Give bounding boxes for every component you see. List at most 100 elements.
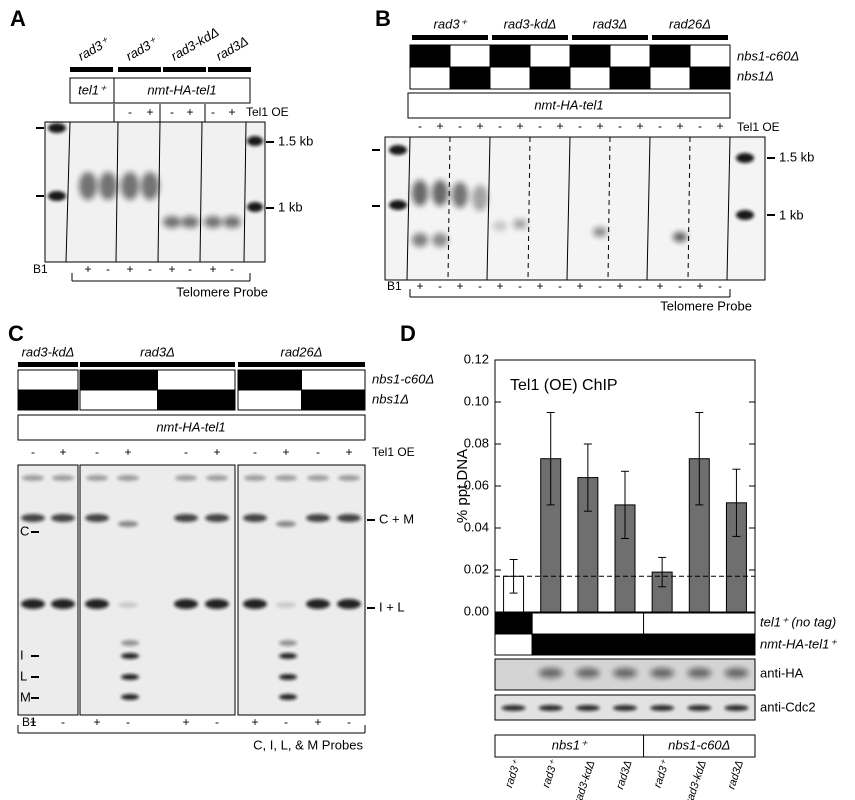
genotype-label: tel1⁺ — [78, 82, 107, 97]
strain-label: rad3Δ — [140, 344, 175, 359]
lane-divider — [726, 136, 731, 281]
gel-band — [389, 200, 407, 210]
x-tick-label: rad3⁺ — [652, 758, 672, 789]
checker-cell — [569, 66, 611, 90]
oe-sign: - — [578, 119, 582, 133]
y-tick-label: 0.02 — [464, 561, 489, 576]
genotype-label: nmt-HA-tel1 — [156, 419, 225, 434]
checker-cell — [409, 66, 451, 90]
gel-band — [276, 602, 296, 608]
lane-divider — [243, 121, 247, 263]
probe-label: Telomere Probe — [176, 284, 268, 299]
gel-band — [206, 475, 228, 481]
gel-band — [247, 136, 263, 146]
checker-cell — [609, 66, 651, 90]
oe-sign: + — [556, 119, 563, 133]
genotype-row-label: nmt-HA-tel1⁺ — [760, 636, 837, 651]
strain-label: rad26Δ — [669, 16, 711, 31]
checker-cell — [689, 66, 731, 90]
checker-cell — [17, 369, 79, 391]
lane-divider — [157, 121, 161, 263]
checker-cell — [237, 389, 302, 411]
b1-sign: - — [61, 715, 65, 729]
b1-sign: - — [478, 279, 482, 293]
strain-label: rad3⁺ — [75, 34, 112, 64]
blot-label: anti-HA — [760, 665, 804, 680]
strain-bar — [652, 35, 728, 40]
b1-sign: + — [29, 715, 36, 729]
gel-band — [472, 185, 488, 211]
oe-sign: + — [59, 445, 66, 459]
oe-sign: + — [436, 119, 443, 133]
b1-sign: - — [518, 279, 522, 293]
oe-sign: + — [476, 119, 483, 133]
b1-sign: - — [598, 279, 602, 293]
oe-label: Tel1 OE — [372, 445, 415, 459]
checker-cell — [489, 44, 531, 68]
allele-label: nbs1-c60Δ — [372, 371, 434, 386]
left-marker: I — [20, 647, 24, 662]
oe-sign: - — [538, 119, 542, 133]
oe-sign: + — [282, 445, 289, 459]
y-tick-label: 0.00 — [464, 603, 489, 618]
gel-band — [613, 668, 637, 678]
gel-band — [432, 233, 448, 247]
oe-sign: + — [676, 119, 683, 133]
strain-bar — [163, 67, 206, 72]
lane-divider — [607, 136, 611, 281]
b1-sign: - — [438, 279, 442, 293]
strain-bar — [412, 35, 488, 40]
checker-cell — [649, 44, 691, 68]
gel-band — [141, 172, 159, 200]
gel-band — [673, 232, 687, 242]
panel-label: B — [375, 6, 391, 31]
blot — [494, 658, 756, 691]
strain-bar — [70, 67, 113, 72]
b1-sign: - — [638, 279, 642, 293]
size-marker: 1.5 kb — [779, 149, 814, 164]
checker-cell — [489, 66, 531, 90]
x-tick-label: rad3⁺ — [503, 758, 523, 789]
gel-band — [48, 123, 66, 133]
oe-sign: - — [458, 119, 462, 133]
gel-band — [275, 475, 297, 481]
checker-cell — [79, 369, 158, 391]
oe-sign: + — [186, 105, 193, 119]
gel-band — [121, 674, 139, 680]
gel-band — [174, 514, 198, 522]
gel-band — [613, 705, 637, 711]
allele-label: nbs1Δ — [737, 68, 774, 83]
group-label: nbs1-c60Δ — [668, 737, 730, 752]
checker-cell — [609, 44, 651, 68]
b1-sign: + — [616, 279, 623, 293]
b1-sign: - — [106, 262, 110, 276]
gel-band — [48, 191, 66, 201]
checker-cell — [529, 44, 571, 68]
oe-sign: - — [618, 119, 622, 133]
gel-band — [121, 172, 139, 200]
chart-title: Tel1 (OE) ChIP — [510, 377, 618, 394]
genotype-cell — [494, 633, 533, 656]
b1-label: B1 — [387, 279, 402, 293]
gel — [79, 464, 236, 716]
panel-label: A — [10, 6, 26, 31]
gel-band — [389, 145, 407, 155]
gel-band — [85, 599, 109, 609]
gel — [384, 136, 766, 281]
strain-bar — [492, 35, 568, 40]
gel-band — [51, 514, 75, 522]
gel-band — [86, 475, 108, 481]
gel-band — [452, 182, 468, 208]
gel-band — [117, 475, 139, 481]
genotype-box — [69, 77, 115, 104]
gel-band — [276, 521, 296, 527]
lane-divider — [687, 136, 691, 281]
b1-sign: - — [558, 279, 562, 293]
allele-label: nbs1Δ — [372, 391, 409, 406]
x-tick-label: rad3Δ — [614, 759, 634, 791]
gel-band — [306, 514, 330, 522]
gel-band — [244, 475, 266, 481]
gel-band — [575, 668, 600, 678]
gel-band — [307, 475, 329, 481]
b1-sign: + — [84, 262, 91, 276]
